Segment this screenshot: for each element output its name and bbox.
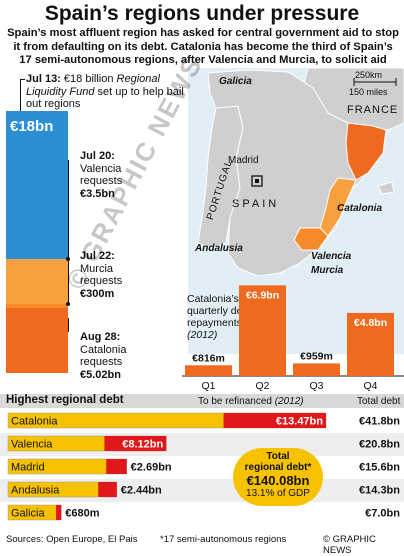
label-france: FRANCE <box>347 104 399 116</box>
q-tick-label: Q2 <box>255 380 269 392</box>
fund-bar <box>6 111 68 259</box>
debt-refinance-bar <box>98 482 117 497</box>
debt-refinance-label: €2.44bn <box>121 485 162 497</box>
debt-refinance-bar <box>106 459 127 474</box>
debt-total-label: €41.8bn <box>359 416 400 428</box>
catalonia-region <box>345 122 387 181</box>
q-bar-q2 <box>239 285 286 376</box>
debt-total-label: €14.3bn <box>359 485 400 497</box>
q-value-label: €816m <box>192 352 225 364</box>
q-bar-q3 <box>293 363 340 376</box>
label-spain: SPAIN <box>232 198 280 210</box>
debt-refinance-bar <box>56 505 62 520</box>
debt-row-label: Andalusia <box>11 485 60 497</box>
balearic-islands <box>377 181 395 195</box>
debt-refinance-label: €680m <box>65 508 99 520</box>
debt-refinance-bar <box>104 436 167 451</box>
label-murcia: Murcia <box>311 265 344 276</box>
spain-map <box>188 68 404 354</box>
murcia-bar <box>6 304 68 308</box>
credit: © GRAPHIC NEWS <box>323 534 376 556</box>
intro-text: Spain’s most affluent region has asked f… <box>7 27 399 66</box>
debt-row-label: Madrid <box>11 462 45 474</box>
debt-refinance-label: €8.12bn <box>122 439 163 451</box>
debt-band <box>0 394 404 408</box>
refinance-legend: To be refinanced (2012) <box>198 396 304 407</box>
sources: Sources: Open Europe, El Pais <box>6 534 138 545</box>
q-tick-label: Q3 <box>309 380 323 392</box>
label-galicia: Galicia <box>219 76 252 87</box>
catalonia-bar <box>6 308 68 373</box>
debt-total-label: €20.8bn <box>359 439 400 451</box>
debt-total-label: €15.6bn <box>359 462 400 474</box>
scale-mi: 150 miles <box>349 87 388 97</box>
debt-chart: Catalonia €13.47bn €41.8bn Valencia €8.12bn €… <box>0 412 404 521</box>
label-madrid: Madrid <box>228 155 259 166</box>
timeline-aug28: Aug 28: Catalonia requests €5.02bn <box>80 331 127 381</box>
footnote: *17 semi-autonomous regions <box>160 534 287 545</box>
debt-refinance-bar <box>223 413 326 428</box>
debt-heading: Highest regional debt <box>6 394 124 406</box>
label-andalusia: Andalusia <box>195 243 243 254</box>
debt-row-label: Galicia <box>11 508 46 520</box>
quarterly-title: Catalonia’s quarterly debt repayments (2012… <box>187 293 252 341</box>
murcia-region <box>293 227 329 251</box>
q-bar-q4 <box>347 312 394 376</box>
debt-refinance-label: €13.47bn <box>276 416 323 428</box>
timeline-jul20: Jul 20: Valencia requests €3.5bn <box>80 150 123 200</box>
timeline-jul13: Jul 13: €18 billion Regional Liquidity F… <box>26 73 184 110</box>
valencia-bar <box>6 259 68 304</box>
debt-row-label: Catalonia <box>11 416 58 428</box>
quarterly-chart: €816m Q1 €6.9bn Q2 €959m Q3 €4.8bn Q4 <box>182 285 404 392</box>
label-catalonia: Catalonia <box>337 203 383 214</box>
madrid-marker <box>251 175 263 187</box>
timeline-jul22: Jul 22: Murcia requests €300m <box>80 250 123 300</box>
q-tick-label: Q1 <box>201 380 215 392</box>
debt-row-label: Valencia <box>11 439 53 451</box>
q-bar-q1 <box>185 365 232 376</box>
total-regional-debt-badge: Total regional debt* €140.08bn 13.1% of … <box>233 448 323 506</box>
page-title: Spain’s regions under pressure <box>44 2 360 25</box>
fund-bar-label: €18bn <box>10 118 54 135</box>
total-debt-legend: Total debt <box>357 396 401 407</box>
debt-total-label: €7.0bn <box>365 508 400 520</box>
scale-km: 250km <box>355 70 383 80</box>
debt-refinance-label: €2.69bn <box>131 462 172 474</box>
q-value-label: €4.8bn <box>354 317 387 329</box>
label-valencia: Valencia <box>311 251 352 262</box>
q-value-label: €959m <box>300 350 333 362</box>
q-value-label: €6.9bn <box>246 289 279 301</box>
q-tick-label: Q4 <box>363 380 377 392</box>
